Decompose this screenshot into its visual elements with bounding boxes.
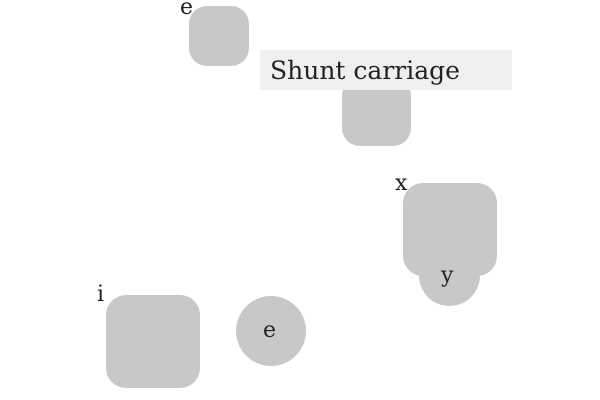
banner-text: Shunt carriage [270, 55, 460, 85]
title-banner: Shunt carriage [260, 50, 512, 90]
label-bottom-circle: e [263, 318, 277, 343]
label-bottom-left: i [97, 282, 105, 307]
label-top-left: e [180, 0, 194, 20]
circle-bottom [236, 296, 306, 366]
rounded-square-bottom-left [106, 295, 200, 388]
rounded-square-right [403, 183, 497, 276]
label-right-upper: x [395, 171, 408, 196]
label-right-lower: y [441, 263, 454, 288]
rounded-square-top-left [189, 6, 249, 66]
